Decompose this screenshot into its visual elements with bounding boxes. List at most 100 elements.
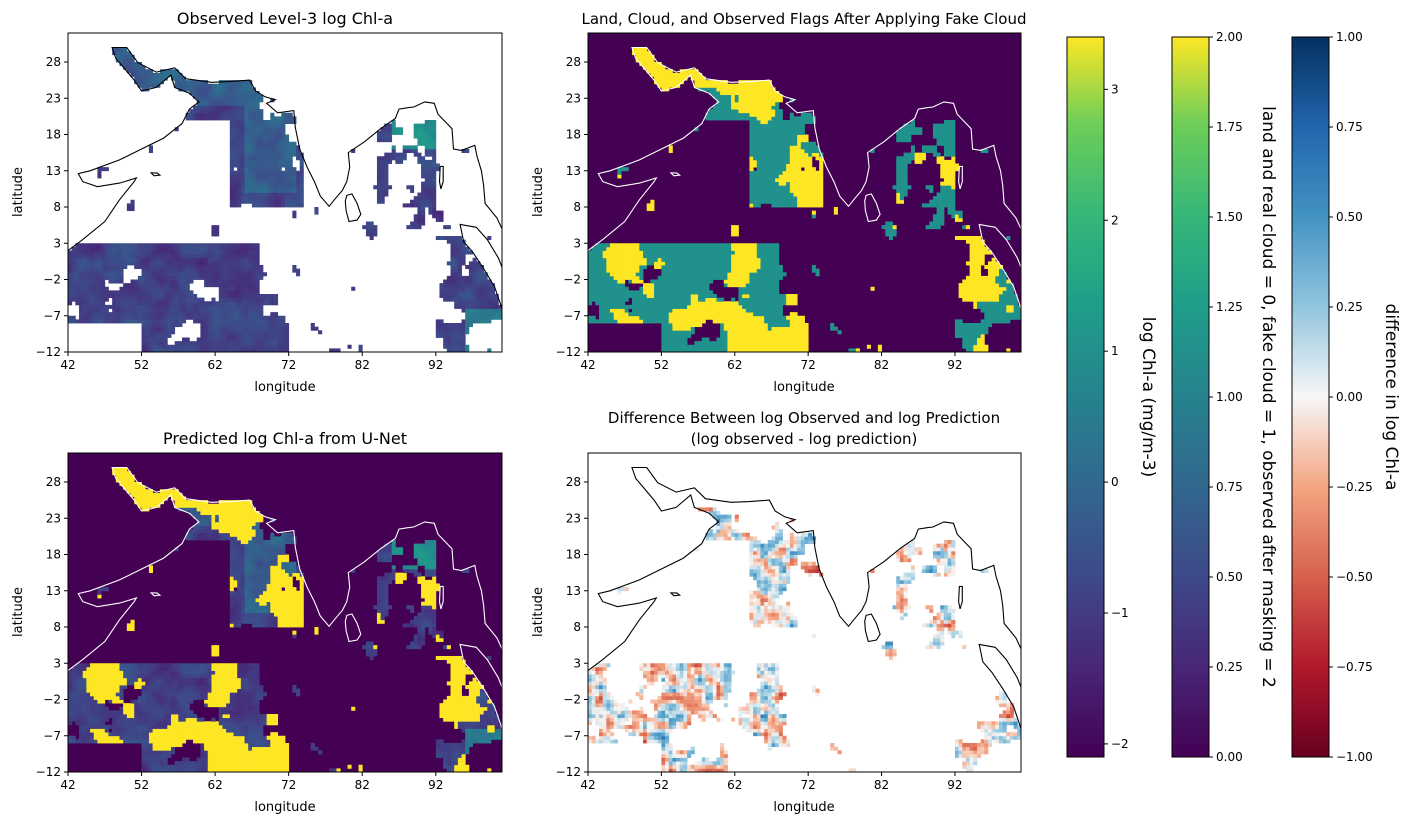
heatmap-cell bbox=[90, 304, 95, 309]
heatmap-cell bbox=[152, 283, 157, 288]
heatmap-cell bbox=[251, 344, 256, 349]
heatmap-cell bbox=[273, 185, 279, 190]
heatmap-cell bbox=[454, 268, 459, 273]
heatmap-cell bbox=[767, 167, 772, 172]
heatmap-cell bbox=[479, 304, 485, 309]
heatmap-cell bbox=[255, 319, 260, 324]
heatmap-cell bbox=[229, 163, 234, 168]
heatmap-cell bbox=[457, 239, 462, 244]
heatmap-cell bbox=[734, 315, 739, 320]
heatmap-cell bbox=[270, 170, 275, 175]
heatmap-cell bbox=[771, 319, 776, 324]
heatmap-cell bbox=[244, 348, 249, 352]
heatmap-cell bbox=[229, 138, 234, 143]
heatmap-cell bbox=[68, 265, 73, 270]
heatmap-cell bbox=[148, 294, 153, 299]
heatmap-cell bbox=[200, 275, 205, 280]
heatmap-cell bbox=[771, 272, 776, 277]
heatmap-cell bbox=[995, 268, 1000, 273]
heatmap-cell bbox=[229, 116, 234, 121]
heatmap-cell bbox=[690, 254, 695, 259]
heatmap-cell bbox=[454, 297, 459, 302]
heatmap-cell bbox=[657, 312, 662, 317]
heatmap-cell bbox=[233, 192, 238, 197]
heatmap-cell bbox=[698, 268, 703, 273]
heatmap-cell bbox=[958, 290, 963, 295]
heatmap-cell bbox=[494, 301, 499, 306]
heatmap-cell bbox=[450, 326, 455, 331]
heatmap-cell bbox=[119, 51, 124, 56]
heatmap-cell bbox=[432, 210, 437, 215]
heatmap-cell bbox=[233, 341, 238, 346]
heatmap-cell bbox=[97, 301, 102, 306]
heatmap-cell bbox=[281, 170, 286, 175]
heatmap-cell bbox=[215, 91, 220, 96]
heatmap-cell bbox=[756, 178, 761, 183]
heatmap-cell bbox=[259, 315, 264, 320]
heatmap-cell bbox=[373, 225, 378, 230]
heatmap-cell bbox=[643, 283, 648, 288]
heatmap-cell bbox=[624, 254, 629, 259]
heatmap-cell bbox=[742, 290, 747, 295]
heatmap-cell bbox=[189, 297, 194, 302]
heatmap-cell bbox=[657, 283, 662, 288]
heatmap-cell bbox=[255, 337, 260, 342]
heatmap-cell bbox=[635, 319, 640, 324]
heatmap-cell bbox=[749, 174, 754, 179]
heatmap-cell bbox=[980, 330, 985, 335]
heatmap-cell bbox=[687, 330, 692, 335]
heatmap-cell bbox=[266, 156, 271, 161]
heatmap-cell bbox=[738, 294, 743, 299]
heatmap-cell bbox=[903, 174, 908, 179]
heatmap-cell bbox=[1017, 312, 1021, 317]
heatmap-cell bbox=[764, 279, 769, 284]
heatmap-cell bbox=[123, 319, 128, 324]
heatmap-cell bbox=[995, 279, 1000, 284]
heatmap-cell bbox=[211, 105, 216, 110]
heatmap-cell bbox=[211, 243, 216, 248]
heatmap-cell bbox=[215, 105, 220, 110]
heatmap-cell bbox=[71, 319, 76, 324]
heatmap-cell bbox=[255, 167, 260, 172]
heatmap-cell bbox=[240, 272, 245, 277]
heatmap-cell bbox=[767, 272, 772, 277]
heatmap-cell bbox=[767, 145, 772, 150]
heatmap-cell bbox=[68, 301, 73, 306]
heatmap-cell bbox=[240, 330, 245, 335]
heatmap-cell bbox=[969, 261, 974, 266]
heatmap-cell bbox=[661, 283, 666, 288]
heatmap-cell bbox=[207, 116, 212, 121]
heatmap-cell bbox=[424, 170, 429, 175]
heatmap-cell bbox=[767, 319, 772, 324]
heatmap-cell bbox=[233, 109, 238, 114]
heatmap-cell bbox=[285, 185, 290, 190]
heatmap-cell bbox=[646, 301, 651, 306]
heatmap-cell bbox=[79, 272, 84, 277]
heatmap-cell bbox=[229, 341, 234, 346]
heatmap-cell bbox=[446, 344, 451, 349]
heatmap-cell bbox=[976, 333, 982, 338]
heatmap-cell bbox=[90, 279, 95, 284]
heatmap-cell bbox=[82, 246, 87, 251]
heatmap-cell bbox=[86, 261, 91, 266]
heatmap-cell bbox=[613, 301, 618, 306]
heatmap-cell bbox=[255, 145, 260, 150]
heatmap-cell bbox=[951, 199, 956, 204]
heatmap-cell bbox=[240, 323, 245, 328]
heatmap-cell bbox=[266, 120, 271, 125]
heatmap-cell bbox=[178, 308, 183, 313]
heatmap-cell bbox=[229, 268, 234, 273]
heatmap-cell bbox=[679, 301, 684, 306]
heatmap-cell bbox=[211, 312, 216, 317]
heatmap-cell bbox=[167, 257, 172, 262]
heatmap-cell bbox=[126, 51, 131, 56]
heatmap-cell bbox=[760, 272, 765, 277]
heatmap-cell bbox=[204, 261, 209, 266]
heatmap-cell bbox=[727, 308, 732, 313]
heatmap-cell bbox=[896, 163, 901, 168]
heatmap-cell bbox=[712, 348, 717, 352]
heatmap-cell bbox=[273, 159, 279, 164]
heatmap-cell bbox=[599, 265, 604, 270]
heatmap-cell bbox=[156, 319, 161, 324]
heatmap-cell bbox=[767, 344, 772, 349]
